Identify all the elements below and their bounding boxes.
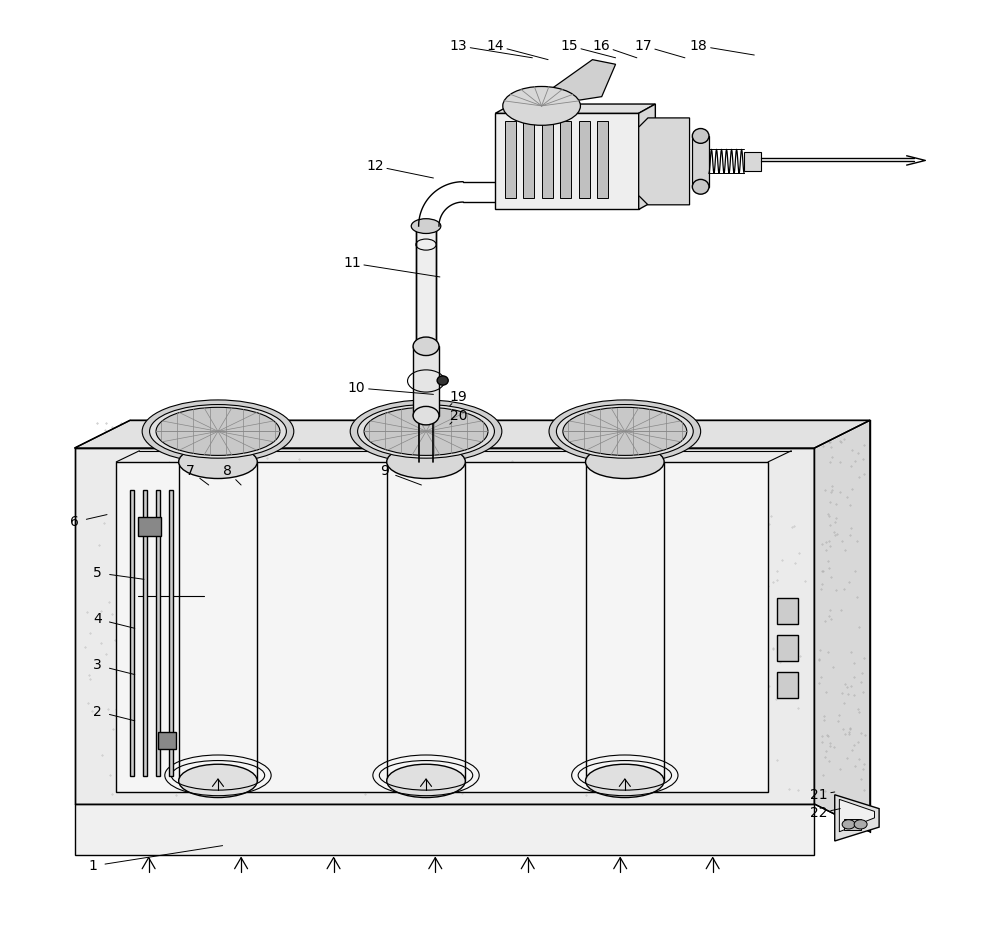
Text: 21: 21 (810, 787, 828, 801)
Text: 2: 2 (93, 704, 102, 718)
Text: 3: 3 (93, 659, 102, 673)
Text: 20: 20 (450, 409, 467, 423)
Bar (744, 152, 761, 171)
Polygon shape (639, 104, 655, 209)
Ellipse shape (387, 445, 465, 479)
Ellipse shape (586, 764, 664, 798)
Bar (138, 518, 161, 536)
Polygon shape (495, 104, 655, 113)
Text: 17: 17 (635, 39, 652, 53)
Text: 16: 16 (593, 39, 611, 53)
Ellipse shape (586, 445, 664, 479)
Bar (156, 490, 160, 776)
Ellipse shape (413, 337, 439, 355)
Text: 7: 7 (186, 464, 195, 478)
Text: 12: 12 (366, 159, 384, 173)
Ellipse shape (692, 129, 709, 144)
Ellipse shape (437, 376, 448, 385)
Ellipse shape (156, 408, 280, 455)
Bar (75, 804, 814, 855)
Ellipse shape (692, 179, 709, 194)
Bar (542, 120, 553, 199)
Bar (116, 462, 768, 792)
Bar (169, 490, 173, 776)
Polygon shape (835, 795, 879, 841)
Ellipse shape (411, 218, 441, 233)
Ellipse shape (413, 407, 439, 425)
Polygon shape (639, 118, 690, 205)
Bar (777, 634, 798, 661)
Ellipse shape (358, 405, 494, 458)
Ellipse shape (179, 764, 257, 798)
Ellipse shape (142, 400, 294, 463)
Text: 15: 15 (561, 39, 578, 53)
Bar (579, 120, 590, 199)
Bar (495, 113, 639, 209)
Text: 6: 6 (70, 515, 79, 529)
Text: 11: 11 (343, 256, 361, 270)
Ellipse shape (503, 87, 580, 125)
Bar (560, 120, 571, 199)
Bar (158, 731, 176, 748)
Ellipse shape (150, 405, 286, 458)
Bar (777, 672, 798, 698)
Bar (844, 819, 861, 829)
Text: 18: 18 (690, 39, 708, 53)
Polygon shape (814, 420, 870, 831)
Bar (143, 490, 147, 776)
Text: 13: 13 (450, 39, 467, 53)
Text: 8: 8 (223, 464, 232, 478)
Bar (130, 490, 134, 776)
Ellipse shape (387, 764, 465, 798)
Text: 10: 10 (348, 381, 365, 395)
Polygon shape (839, 800, 874, 831)
Bar (523, 120, 534, 199)
Text: 1: 1 (89, 859, 98, 873)
Text: 19: 19 (450, 390, 467, 404)
Text: 22: 22 (810, 806, 828, 820)
Bar (413, 346, 439, 415)
Bar (416, 226, 436, 346)
Text: 5: 5 (93, 565, 102, 579)
Ellipse shape (350, 400, 502, 463)
Bar (505, 120, 516, 199)
Ellipse shape (549, 400, 701, 463)
Bar (777, 598, 798, 623)
Text: 14: 14 (487, 39, 504, 53)
Ellipse shape (364, 408, 488, 455)
Polygon shape (551, 60, 616, 104)
Text: 4: 4 (93, 612, 102, 626)
Polygon shape (75, 420, 870, 448)
Ellipse shape (854, 820, 867, 829)
Ellipse shape (842, 820, 855, 829)
Ellipse shape (556, 405, 693, 458)
Ellipse shape (563, 408, 687, 455)
Bar (75, 448, 814, 804)
Ellipse shape (179, 445, 257, 479)
Text: 9: 9 (380, 464, 389, 478)
Bar (692, 136, 709, 187)
Bar (597, 120, 608, 199)
